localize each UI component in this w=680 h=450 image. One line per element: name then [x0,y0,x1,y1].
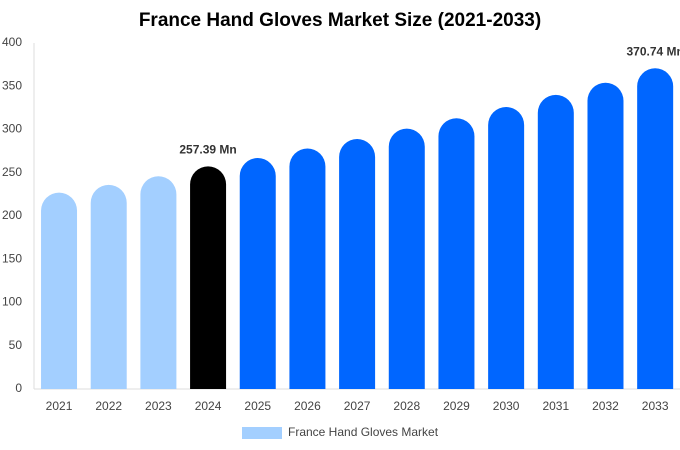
x-tick-label: 2029 [443,399,470,413]
x-tick-label: 2027 [344,399,371,413]
x-tick-label: 2021 [46,399,73,413]
x-tick-label: 2030 [493,399,520,413]
y-tick-label: 0 [15,381,22,395]
y-tick-label: 100 [2,295,22,309]
y-tick-label: 200 [2,208,22,222]
bar [41,192,78,389]
y-tick-label: 300 [2,122,22,136]
chart-title: France Hand Gloves Market Size (2021-203… [139,10,541,31]
value-label: 370.74 Mn [626,44,680,58]
bar [637,68,674,389]
y-tick-label: 400 [2,35,22,49]
bar [488,107,525,389]
x-tick-label: 2031 [542,399,569,413]
y-tick-label: 350 [2,78,22,92]
bar [537,94,574,389]
bar [388,128,425,389]
bar [239,158,276,389]
x-tick-label: 2024 [195,399,222,413]
legend-label: France Hand Gloves Market [288,425,439,439]
bar [190,166,227,389]
x-tick-label: 2033 [642,399,669,413]
bar [140,176,177,389]
bar [587,82,624,389]
bar [339,139,376,389]
x-tick-label: 2022 [95,399,122,413]
y-tick-label: 250 [2,165,22,179]
x-tick-label: 2028 [393,399,420,413]
bar [438,118,475,389]
x-tick-label: 2023 [145,399,172,413]
y-tick-label: 150 [2,251,22,265]
bar [90,184,127,389]
x-tick-label: 2032 [592,399,619,413]
legend-swatch [242,427,282,439]
bar [289,148,326,389]
x-tick-label: 2026 [294,399,321,413]
x-tick-label: 2025 [244,399,271,413]
value-label: 257.39 Mn [179,143,236,157]
y-tick-label: 50 [9,338,23,352]
